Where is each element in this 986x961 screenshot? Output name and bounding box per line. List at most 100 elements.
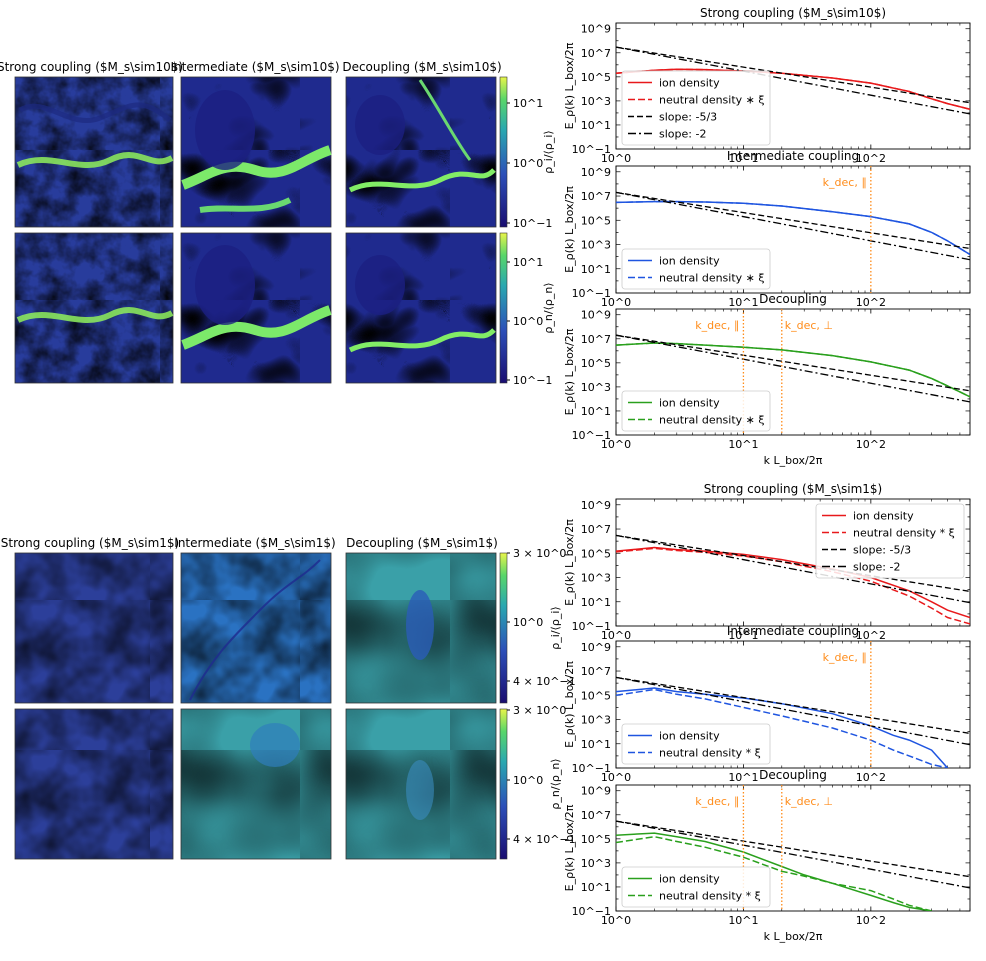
cbar-tick: 4 × 10^−1 [513, 833, 576, 846]
y-axis-label: E_ρ(k) L_box/2π [563, 519, 576, 606]
spectrum-chart-top-strong: 10^0 10^1 10^2 10^−1 10^1 10^3 10^5 10^7 10^9 Str… [563, 6, 971, 165]
cbar-tick: 3 × 10^0 [513, 704, 566, 717]
y-tick-label: 10^3 [581, 857, 611, 870]
density-map-bot-strong-ion [14, 552, 174, 704]
y-tick-label: 10^7 [581, 665, 611, 678]
legend-label: neutral density * ξ [659, 890, 761, 903]
cbar-tick: 10^1 [513, 97, 543, 110]
density-map-bot-strong-neutral [14, 708, 174, 860]
series-line [616, 46, 970, 115]
y-tick-label: 10^3 [581, 714, 611, 727]
img-title-bot-1: Intermediate ($M_s\sim1$) [174, 536, 335, 550]
legend-label: slope: -2 [853, 561, 900, 574]
y-tick-label: 10^7 [581, 809, 611, 822]
legend-box [621, 248, 771, 290]
y-tick-label: 10^9 [581, 499, 611, 512]
x-tick-label: 10^2 [856, 296, 886, 309]
chart-title: Decoupling [759, 768, 827, 782]
y-tick-label: 10^1 [581, 738, 611, 751]
y-tick-label: 10^9 [581, 309, 611, 322]
k-dec-label: k_dec, ∥ [823, 651, 867, 664]
k-dec-label: k_dec, ∥ [823, 176, 867, 189]
cbar-label-top-neutral: ρ_n/⟨ρ_n⟩ [542, 282, 555, 333]
cbar-tick: 10^0 [513, 774, 543, 787]
legend-box [621, 70, 771, 146]
k-dec-label: k_dec, ⊥ [785, 319, 833, 332]
y-tick-label: 10^7 [581, 523, 611, 536]
series-line [616, 688, 948, 768]
x-tick-label: 10^1 [728, 152, 758, 165]
y-axis-label: E_ρ(k) L_box/2π [563, 804, 576, 891]
series-line [616, 334, 970, 392]
density-map-top-dec-neutral [345, 232, 497, 384]
y-tick-label: 10^9 [581, 785, 611, 798]
legend-box [815, 503, 965, 579]
series-line [616, 46, 970, 104]
cbar-tick: 10^0 [513, 616, 543, 629]
chart-title: Intermediate coupling [727, 149, 859, 163]
series-line [616, 334, 970, 403]
y-tick-label: 10^−1 [572, 905, 611, 918]
legend-label: slope: -5/3 [853, 544, 911, 557]
legend-label: ion density [659, 255, 720, 268]
density-map-bot-inter-neutral [180, 708, 332, 860]
plot-area [616, 46, 970, 115]
cbar-tick: 10^1 [513, 256, 543, 269]
y-tick-label: 10^1 [581, 119, 611, 132]
series-line [616, 835, 932, 911]
series-line [616, 191, 970, 250]
colorbar-bot-ion: 3 × 10^0 10^0 4 × 10^−1 ρ_i/⟨ρ_i⟩ [499, 547, 576, 704]
top-image-titles: Strong coupling ($M_s\sim10$) Intermedia… [0, 60, 502, 74]
plot-area [616, 641, 970, 768]
img-title-top-0: Strong coupling ($M_s\sim10$) [0, 60, 183, 74]
y-tick-label: 10^−1 [572, 429, 611, 442]
legend-box [621, 723, 771, 765]
x-tick-label: 10^0 [601, 438, 631, 451]
y-tick-label: 10^3 [581, 239, 611, 252]
y-tick-label: 10^5 [581, 547, 611, 560]
y-tick-label: 10^7 [581, 333, 611, 346]
cbar-label-bot-ion: ρ_i/⟨ρ_i⟩ [549, 606, 562, 649]
cbar-tick: 3 × 10^0 [513, 547, 566, 560]
series-line [616, 342, 970, 398]
legend-label: ion density [659, 873, 720, 886]
img-title-top-1: Intermediate ($M_s\sim10$) [170, 60, 339, 74]
density-map-top-inter-neutral [180, 232, 332, 384]
x-tick-label: 10^2 [856, 914, 886, 927]
y-tick-label: 10^1 [581, 596, 611, 609]
spectrum-chart-bot-inter: 10^0 10^1 10^2 10^−1 10^1 10^3 10^5 10^7 10^9 Int… [563, 624, 971, 784]
y-axis-label: E_ρ(k) L_box/2π [563, 42, 576, 129]
x-axis-label: k L_box/2π [764, 930, 823, 943]
y-tick-label: 10^3 [581, 381, 611, 394]
y-tick-label: 10^1 [581, 405, 611, 418]
density-map-top-strong-neutral [14, 232, 174, 384]
series-line [616, 68, 970, 111]
legend-label: neutral density ∗ ξ [659, 272, 765, 285]
series-line [616, 820, 970, 878]
x-tick-label: 10^2 [856, 438, 886, 451]
legend-label: neutral density * ξ [853, 527, 955, 540]
legend-label: ion density [659, 397, 720, 410]
density-map-bot-dec-ion [345, 552, 497, 704]
y-tick-label: 10^−1 [572, 620, 611, 633]
y-tick-label: 10^1 [581, 881, 611, 894]
x-tick-label: 10^1 [728, 771, 758, 784]
density-map-top-inter-ion [180, 76, 332, 228]
x-tick-label: 10^0 [601, 629, 631, 642]
bottom-image-titles: Strong coupling ($M_s\sim1$) Intermediat… [1, 536, 498, 550]
img-title-top-2: Decoupling ($M_s\sim10$) [342, 60, 501, 74]
x-tick-label: 10^1 [728, 629, 758, 642]
series-line [616, 200, 970, 256]
spectrum-chart-top-inter: 10^0 10^1 10^2 10^−1 10^1 10^3 10^5 10^7 10^9 Int… [563, 149, 971, 309]
legend-label: ion density [659, 77, 720, 90]
spectrum-chart-top-dec: 10^0 10^1 10^2 10^−1 10^1 10^3 10^5 10^7 10^9 Dec… [563, 292, 971, 467]
plot-area [616, 309, 970, 435]
legend-label: neutral density ∗ ξ [659, 94, 765, 107]
cbar-tick: 4 × 10^−1 [513, 675, 576, 688]
y-axis-label: E_ρ(k) L_box/2π [563, 328, 576, 415]
series-line [616, 676, 970, 735]
y-tick-label: 10^1 [581, 263, 611, 276]
y-tick-label: 10^5 [581, 833, 611, 846]
y-tick-label: 10^−1 [572, 287, 611, 300]
